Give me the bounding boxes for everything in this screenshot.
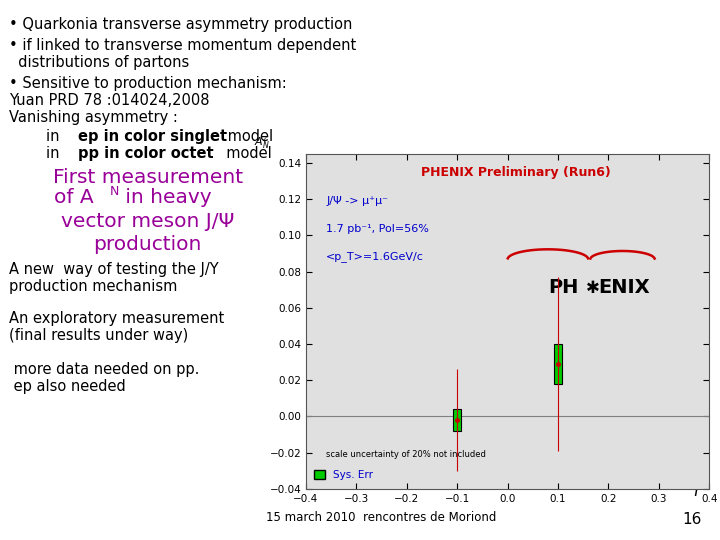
Text: ep in color singlet: ep in color singlet <box>78 129 227 144</box>
Legend: Sys. Err: Sys. Err <box>311 467 377 483</box>
Text: ep also needed: ep also needed <box>9 379 125 394</box>
Bar <box>554 344 562 384</box>
Text: PH: PH <box>548 278 578 298</box>
Text: more data needed on pp.: more data needed on pp. <box>9 362 199 377</box>
Text: <p_T>=1.6GeV/c: <p_T>=1.6GeV/c <box>326 251 424 262</box>
Text: of A: of A <box>54 188 94 207</box>
Text: model: model <box>217 146 272 161</box>
Text: scale uncertainty of 20% not included: scale uncertainty of 20% not included <box>326 450 486 459</box>
Text: 1.7 pb⁻¹, Pol=56%: 1.7 pb⁻¹, Pol=56% <box>326 224 429 234</box>
Text: 16: 16 <box>683 511 702 526</box>
Text: N: N <box>109 185 119 198</box>
Text: An exploratory measurement: An exploratory measurement <box>9 310 224 326</box>
Text: A new  way of testing the J/Y: A new way of testing the J/Y <box>9 262 218 277</box>
Text: model: model <box>223 129 274 144</box>
Text: ENIX: ENIX <box>598 278 650 298</box>
Text: production mechanism: production mechanism <box>9 279 177 294</box>
Text: in heavy: in heavy <box>119 188 212 207</box>
Text: • if linked to transverse momentum dependent: • if linked to transverse momentum depen… <box>9 38 356 53</box>
Text: production: production <box>94 235 202 254</box>
Text: Yuan PRD 78 :014024,2008: Yuan PRD 78 :014024,2008 <box>9 93 209 108</box>
Text: • Quarkonia transverse asymmetry production: • Quarkonia transverse asymmetry product… <box>9 17 352 32</box>
Text: PHENIX Preliminary (Run6): PHENIX Preliminary (Run6) <box>420 166 611 179</box>
Text: First measurement: First measurement <box>53 168 243 187</box>
Text: Y: Y <box>691 484 701 500</box>
Text: $A_N^z$: $A_N^z$ <box>253 133 269 151</box>
Text: in: in <box>9 146 64 161</box>
Text: distributions of partons: distributions of partons <box>9 55 189 70</box>
Text: J/Ψ -> μ⁺μ⁻: J/Ψ -> μ⁺μ⁻ <box>326 196 388 206</box>
Text: 15 march 2010  rencontres de Moriond: 15 march 2010 rencontres de Moriond <box>266 511 497 524</box>
Text: • Sensitive to production mechanism:: • Sensitive to production mechanism: <box>9 76 287 91</box>
Text: ✱: ✱ <box>586 279 600 297</box>
Bar <box>453 409 462 431</box>
Text: (final results under way): (final results under way) <box>9 328 188 343</box>
Text: in: in <box>9 129 64 144</box>
Text: pp in color octet: pp in color octet <box>78 146 213 161</box>
Text: Vanishing asymmetry :: Vanishing asymmetry : <box>9 110 178 125</box>
Text: vector meson J/Ψ: vector meson J/Ψ <box>61 212 234 231</box>
